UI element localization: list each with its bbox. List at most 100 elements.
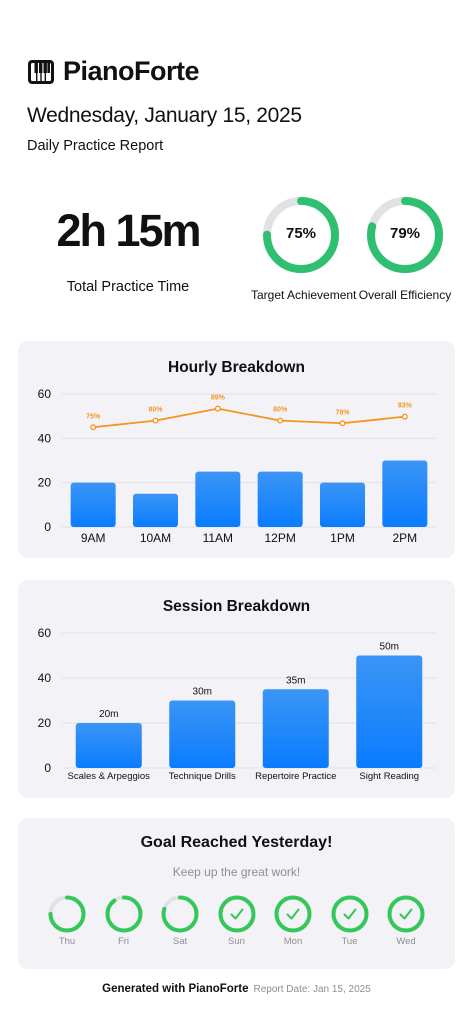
bar [382,460,428,527]
day-goal-sat: Sat [160,894,200,947]
target-achievement-ring: 75% Target Achievement [251,186,357,302]
line-point-label: 75% [86,413,101,420]
overall-efficiency-ring: 79% Overall Efficiency [355,186,455,302]
day-goal-wed: Wed [386,894,426,947]
piano-keys-icon [28,59,54,84]
x-tick-label: 9AM [81,531,106,545]
footer-generated: Generated with PianoForte [102,983,249,995]
bar [320,482,365,527]
brand: PianoForte [27,56,200,87]
line-point-label: 80% [273,407,288,414]
hourly-breakdown-chart: 0 20 40 60 9AM 10AM 11AM 12PM 1PM 2PM 75% 80% 89% 80%… [38,387,436,545]
line-point [152,417,159,424]
x-tick-label: Technique Drills [169,771,236,782]
line-point [277,417,284,424]
day-progress-ring [48,895,86,933]
line-point [339,420,346,427]
day-progress-ring [387,895,425,933]
day-goal-sun: Sun [217,894,257,947]
day-goal-fri: Fri [104,894,144,947]
session-breakdown-card: Session Breakdown 0 20 40 60 20m Scales & Arp… [18,580,455,798]
day-progress-ring [105,895,142,933]
x-tick-label: Scales & Arpeggios [68,771,151,782]
session-breakdown-title: Session Breakdown [162,598,311,615]
checkmark-icon [399,908,413,920]
hourly-breakdown-title: Hourly Breakdown [168,359,305,376]
x-tick-label: Repertoire Practice [255,771,336,782]
day-label: Sun [228,936,245,947]
y-tick-label: 20 [38,716,52,730]
line-point [90,424,97,431]
total-practice-value: 2h 15m [56,205,201,256]
y-tick-label: 20 [38,476,52,490]
bar [75,723,142,768]
y-tick-label: 40 [38,671,52,685]
bar [195,471,241,527]
bar-value-label: 50m [380,642,399,653]
checkmark-icon [230,908,243,920]
day-progress-arc [218,895,255,933]
day-label: Thu [58,936,76,947]
goal-subtitle: Keep up the great work! [172,865,301,879]
bar-value-label: 35m [286,675,305,686]
day-goal-mon: Mon [273,894,313,947]
bar-value-label: 20m [99,709,118,720]
bar [70,482,116,527]
target-achievement-value: 75% [285,225,317,242]
line-point [214,405,221,412]
hourly-breakdown-card: Hourly Breakdown 0 20 40 60 9AM 10AM 11AM 12PM 1… [18,341,455,558]
progress-ring-arc [263,197,339,273]
bar [169,700,236,768]
day-progress-arc [331,895,368,933]
day-label: Tue [341,936,358,947]
bar [257,471,303,527]
line-point [401,413,408,420]
y-tick-label: 60 [38,626,52,640]
day-progress-arc [48,895,86,933]
efficiency-line [93,407,405,429]
x-tick-label: 1PM [330,531,355,545]
line-point-label: 80% [148,407,163,414]
footer: Generated with PianoForte Report Date: Ja… [0,983,473,995]
goal-card: Goal Reached Yesterday! Keep up the grea… [18,818,455,969]
x-tick-label: Sight Reading [359,771,419,782]
report-subtitle: Daily Practice Report [27,138,164,154]
target-achievement-label: Target Achievement [251,288,357,302]
bar [133,493,178,527]
day-progress-arc [105,895,142,933]
day-progress-ring [331,895,368,933]
y-tick-label: 60 [38,387,52,401]
x-tick-label: 10AM [140,531,171,545]
y-tick-label: 0 [44,761,51,775]
day-label: Fri [117,936,130,947]
bar-value-label: 30m [193,687,212,698]
x-tick-label: 12PM [264,531,295,545]
y-tick-label: 40 [38,431,52,445]
app-header: PianoForte [27,56,200,87]
day-progress-ring [218,895,255,933]
day-progress-ring [161,895,199,933]
session-breakdown-chart: 0 20 40 60 20m Scales & Arpeggios 30m Technique… [38,626,436,782]
y-tick-label: 0 [44,520,51,534]
overall-efficiency-label: Overall Efficiency [358,288,452,302]
bar [262,689,329,768]
goal-title: Goal Reached Yesterday! [140,834,333,851]
progress-ring [263,197,339,273]
day-progress-arc [274,895,312,933]
day-label: Sat [172,936,188,947]
day-progress-ring [274,895,312,933]
progress-ring-arc [367,197,443,273]
x-tick-label: 2PM [392,531,417,545]
footer-report-date: Report Date: Jan 15, 2025 [253,984,371,995]
line-point-label: 78% [335,409,350,416]
day-progress-arc [387,895,425,933]
day-progress-arc [161,895,199,933]
total-practice: 2h 15m Total Practice Time [28,208,228,295]
checkmark-icon [343,908,356,920]
day-goal-thu: Thu [47,894,87,947]
progress-ring [367,197,443,273]
app-name: PianoForte [63,56,200,86]
report-date-title: Wednesday, January 15, 2025 [27,104,302,127]
bar [356,655,423,768]
total-practice-label: Total Practice Time [66,279,190,295]
